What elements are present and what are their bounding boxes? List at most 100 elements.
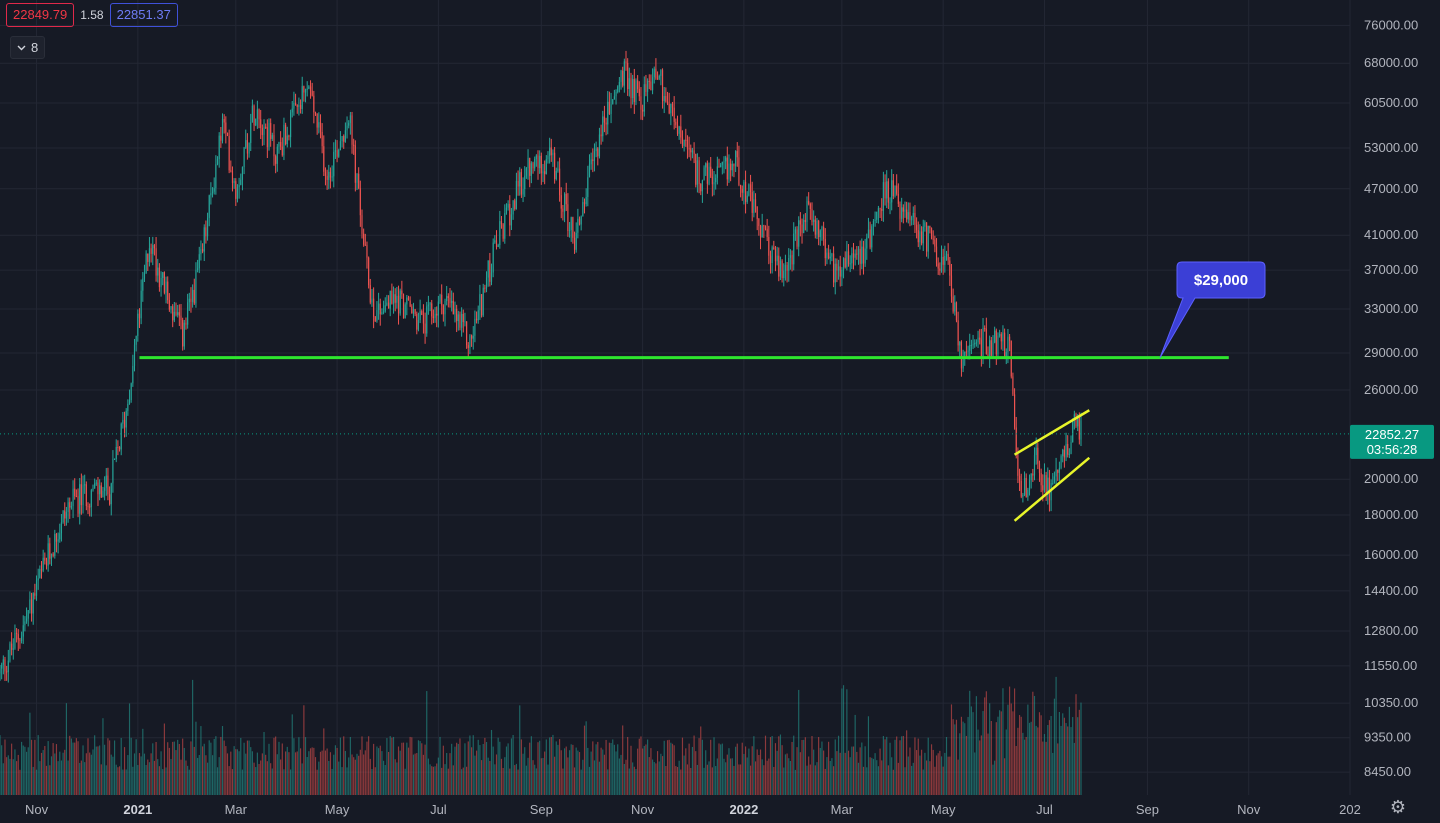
volume-bar: [150, 753, 152, 795]
buy-price-button[interactable]: 22851.37: [109, 3, 178, 27]
price-axis[interactable]: 76000.00 68000.00 60500.00 53000.00 47000.00…: [1350, 17, 1434, 779]
candle-body: [730, 163, 732, 171]
volume-bar: [590, 751, 592, 795]
candle-body: [959, 341, 961, 346]
candle-body: [238, 184, 240, 188]
volume-bar: [984, 697, 986, 795]
volume-bar: [716, 758, 718, 795]
candle-body: [45, 560, 48, 566]
candle-body: [1042, 485, 1044, 491]
volume-bar: [275, 736, 277, 795]
volume-bar: [288, 752, 290, 795]
volume-bar: [711, 767, 713, 795]
volume-bar: [168, 747, 170, 795]
volume-bar: [263, 732, 265, 795]
volume-bar: [1005, 729, 1007, 795]
volume-bar: [368, 736, 370, 795]
candle-body: [1055, 469, 1057, 477]
volume-bar: [1012, 711, 1014, 795]
candle-body: [346, 125, 348, 131]
volume-bar: [519, 705, 521, 795]
candle-body: [761, 225, 763, 238]
candle-body: [1038, 463, 1041, 473]
volume-bar: [637, 748, 639, 795]
indicators-toggle[interactable]: 8: [10, 36, 46, 59]
indicator-count: 8: [31, 40, 39, 55]
candle-body: [808, 201, 810, 205]
candle-body: [706, 163, 708, 184]
candle-body: [0, 668, 1, 674]
candle-body: [522, 189, 524, 195]
volume-bar: [0, 735, 1, 795]
candle-body: [429, 303, 431, 305]
candle-body: [661, 70, 664, 102]
price-tick-label: 29000.00: [1364, 345, 1418, 360]
volume-bar: [809, 764, 811, 795]
candle-body: [318, 122, 320, 128]
volume-bar: [804, 737, 806, 795]
volume-bar: [178, 744, 180, 795]
volume-bar: [603, 754, 606, 795]
volume-bar: [630, 745, 632, 795]
candle-body: [62, 510, 64, 523]
volume-bar: [633, 766, 635, 795]
candle-body: [580, 216, 582, 225]
volume-bar: [228, 766, 230, 795]
volume-bar: [663, 740, 665, 795]
volume-bar: [852, 746, 855, 795]
volume-bar: [240, 737, 242, 795]
candle-body: [182, 320, 184, 347]
time-axis[interactable]: Nov 2021 Mar May Jul Sep Nov 2022 Mar May Jul Sep No…: [25, 802, 1361, 817]
volume-bar: [386, 738, 388, 795]
volume-bar: [70, 738, 72, 795]
candle-body: [756, 206, 758, 219]
candle-body: [567, 204, 569, 232]
candle-body: [499, 221, 501, 246]
candle-body: [960, 341, 963, 369]
candle-body: [482, 287, 484, 316]
gear-icon[interactable]: ⚙: [1389, 797, 1406, 817]
candle-body: [879, 208, 881, 210]
volume-bar: [615, 751, 617, 795]
volume-bar: [510, 738, 513, 795]
volume-bar: [652, 759, 654, 795]
volume-bar: [471, 747, 473, 795]
candle-body: [896, 185, 898, 194]
candle-body: [479, 294, 481, 311]
candle-body: [733, 163, 735, 167]
candle-body: [867, 229, 870, 238]
candle-body: [17, 634, 19, 640]
volume-bar: [706, 764, 708, 795]
candle-body: [715, 177, 717, 183]
candle-body: [891, 180, 893, 203]
candle-body: [1023, 477, 1026, 495]
volume-bar: [250, 747, 252, 795]
candle-body: [1027, 489, 1029, 498]
candle-body: [507, 203, 509, 208]
candle-body: [343, 136, 345, 142]
candle-body: [557, 168, 559, 171]
candle-body: [150, 248, 152, 254]
candle-body: [997, 335, 999, 355]
candle-body: [947, 253, 949, 261]
candle-body: [309, 86, 312, 91]
candle-body: [1045, 475, 1047, 495]
volume-bar: [962, 721, 964, 795]
sell-price-button[interactable]: 22849.79: [6, 3, 75, 27]
candle-body: [487, 260, 489, 278]
volume-bar: [779, 734, 782, 795]
candle-body: [170, 306, 172, 310]
volume-bar: [233, 746, 235, 795]
candle-body: [559, 168, 561, 196]
candle-body: [197, 268, 199, 270]
candle-body: [490, 272, 493, 282]
volume-bar: [700, 726, 702, 795]
candle-body: [590, 159, 592, 165]
volume-bar: [872, 758, 875, 795]
candle-body: [1057, 469, 1059, 473]
volume-bar: [74, 742, 76, 795]
candle-body: [826, 252, 828, 259]
candle-body: [90, 490, 92, 507]
drawing-overlays[interactable]: $29,000: [0, 261, 1350, 522]
